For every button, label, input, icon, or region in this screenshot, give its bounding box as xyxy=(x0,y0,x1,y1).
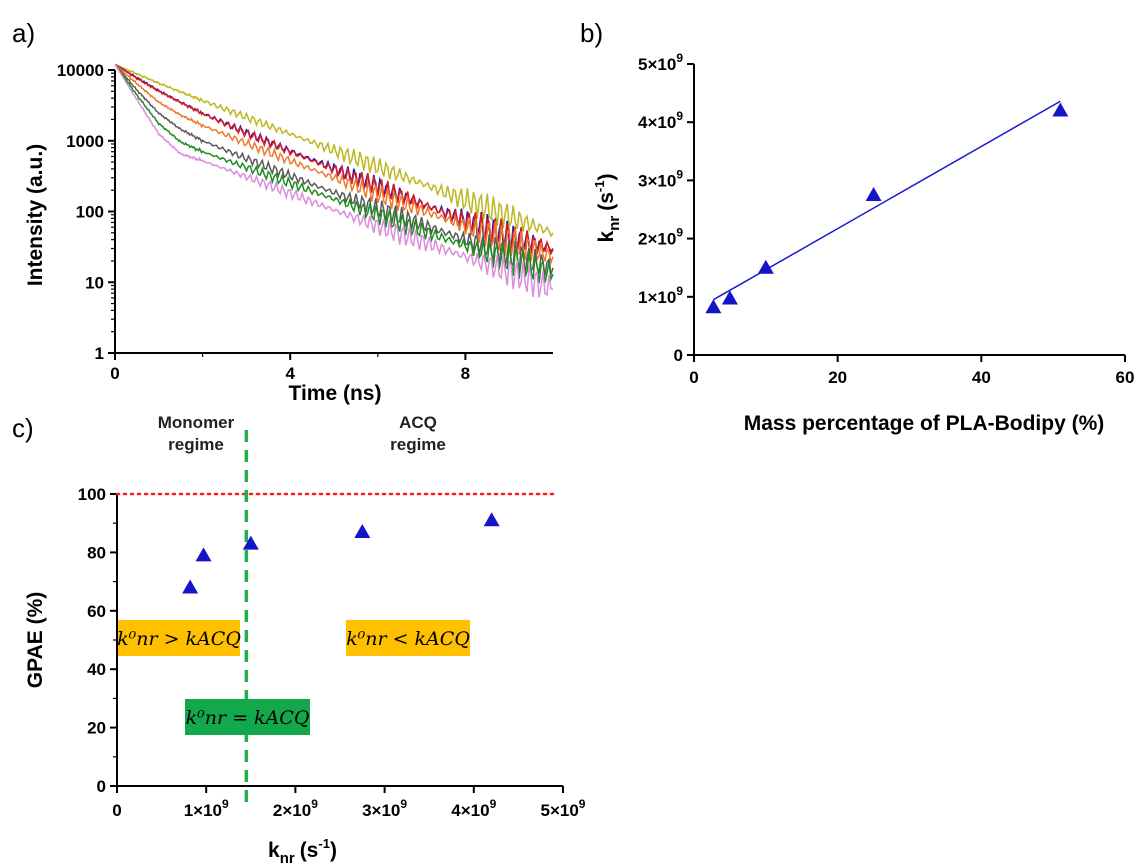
chart-b-y-axis-label: knr (s-1) xyxy=(592,174,623,243)
chart-a-y-tick-label: 1000 xyxy=(66,132,104,151)
chart-b-data-point xyxy=(865,186,882,201)
chart-c-data-point xyxy=(182,579,199,594)
chart-a-x-tick-label: 8 xyxy=(461,364,470,383)
chart-c-region-label: ACQ xyxy=(399,413,437,432)
chart-c-y-axis-label: GPAE (%) xyxy=(24,592,47,688)
chart-b-y-tick-label: 2×109 xyxy=(638,226,683,249)
chart-a-series-line xyxy=(114,63,554,238)
chart-c-y-tick-label: 20 xyxy=(87,719,106,738)
chart-c-x-axis-label-k: k xyxy=(268,839,280,862)
chart-b-x-axis-label: Mass percentage of PLA-Bodipy (%) xyxy=(744,412,1105,435)
chart-a-x-tick-label: 0 xyxy=(110,364,119,383)
chart-b-data-point xyxy=(757,259,774,274)
chart-b-fit-line xyxy=(713,100,1061,301)
chart-c-x-tick-label: 3×109 xyxy=(362,797,407,820)
chart-b-x-tick-label: 0 xyxy=(689,368,698,387)
chart-c-annotation-box xyxy=(185,699,310,735)
chart-b: 0 1×109 2×109 3×109 4×109 5×109 0 20 40 60 xyxy=(638,51,1134,387)
chart-c-data-point xyxy=(354,523,371,538)
chart-c-x-axis-label-sub: nr xyxy=(280,850,295,866)
chart-a-y-tick-label: 10000 xyxy=(57,61,104,80)
chart-c-data-point xyxy=(242,535,259,550)
chart-c-annotation-text: k⁰nr > kACQ xyxy=(117,628,241,650)
chart-b-y-axis-label-unit: (s xyxy=(595,192,618,211)
chart-c-region-label: Monomer xyxy=(158,413,235,432)
panel-c-label: c) xyxy=(12,413,34,443)
chart-c-region-label: regime xyxy=(168,435,224,454)
chart-b-y-tick-label: 5×109 xyxy=(638,51,683,74)
chart-b-data-point xyxy=(721,290,738,305)
chart-c-data-point xyxy=(483,512,500,527)
chart-c-data-point xyxy=(195,547,212,562)
chart-b-y-tick-label: 3×109 xyxy=(638,167,683,190)
chart-b-y-tick-label: 0 xyxy=(674,346,683,365)
chart-c-x-axis-label-sup: -1 xyxy=(318,836,330,851)
panel-b-label: b) xyxy=(580,18,603,48)
chart-b-y-axis-label-sup: -1 xyxy=(592,181,607,193)
chart-c-annotation-text: k⁰nr < kACQ xyxy=(346,628,470,650)
chart-b-x-tick-label: 60 xyxy=(1116,368,1135,387)
chart-a-x-tick-label: 4 xyxy=(285,364,295,383)
chart-b-data-point xyxy=(1052,102,1069,117)
chart-c-y-tick-label: 40 xyxy=(87,660,106,679)
panel-a-label: a) xyxy=(12,18,35,48)
chart-c-x-axis-label-unit: (s xyxy=(300,839,319,862)
chart-a-y-tick-label: 10 xyxy=(85,273,104,292)
chart-b-x-tick-label: 20 xyxy=(828,368,847,387)
chart-c: 0 20 40 60 80 100 0 1×109 2×109 3×109 4×109 5×109 Mo… xyxy=(78,413,586,820)
chart-a-series-line xyxy=(114,63,554,266)
chart-a-y-tick-label: 1 xyxy=(95,344,104,363)
chart-c-x-axis-label-close: ) xyxy=(330,839,337,862)
chart-c-y-tick-label: 80 xyxy=(87,543,106,562)
chart-a-series-line xyxy=(114,63,554,256)
chart-c-annotation-box xyxy=(118,620,240,656)
chart-b-y-tick-label: 4×109 xyxy=(638,109,683,132)
chart-c-y-tick-label: 100 xyxy=(78,485,106,504)
chart-a-series-line xyxy=(114,63,554,284)
chart-a-series-line xyxy=(114,63,554,276)
chart-c-annotation-text: k⁰nr = kACQ xyxy=(186,707,310,729)
chart-c-x-tick-label: 5×109 xyxy=(541,797,586,820)
chart-b-x-tick-label: 40 xyxy=(972,368,991,387)
chart-c-region-label: regime xyxy=(390,435,446,454)
chart-c-x-axis-label: knr (s-1) xyxy=(268,836,337,866)
chart-b-y-axis-label-close: ) xyxy=(595,174,618,181)
chart-a: 1 10 100 1000 10000 0 4 8 xyxy=(57,61,554,383)
chart-a-x-axis-label: Time (ns) xyxy=(289,382,382,405)
chart-c-x-tick-label: 0 xyxy=(112,801,121,820)
chart-c-x-tick-label: 2×109 xyxy=(273,797,318,820)
chart-c-annotation-box xyxy=(346,620,470,656)
chart-c-x-tick-label: 4×109 xyxy=(451,797,496,820)
chart-b-y-axis-label-sub: nr xyxy=(606,216,623,231)
chart-a-y-axis-label: Intensity (a.u.) xyxy=(24,144,47,286)
chart-c-x-tick-label: 1×109 xyxy=(184,797,229,820)
chart-a-y-tick-label: 100 xyxy=(76,203,104,222)
chart-c-y-tick-label: 60 xyxy=(87,602,106,621)
chart-b-data-point xyxy=(705,299,722,314)
chart-a-series-line xyxy=(114,64,554,298)
chart-c-y-tick-label: 0 xyxy=(97,777,106,796)
chart-b-y-axis-label-k: k xyxy=(595,230,618,242)
chart-b-y-tick-label: 1×109 xyxy=(638,284,683,307)
